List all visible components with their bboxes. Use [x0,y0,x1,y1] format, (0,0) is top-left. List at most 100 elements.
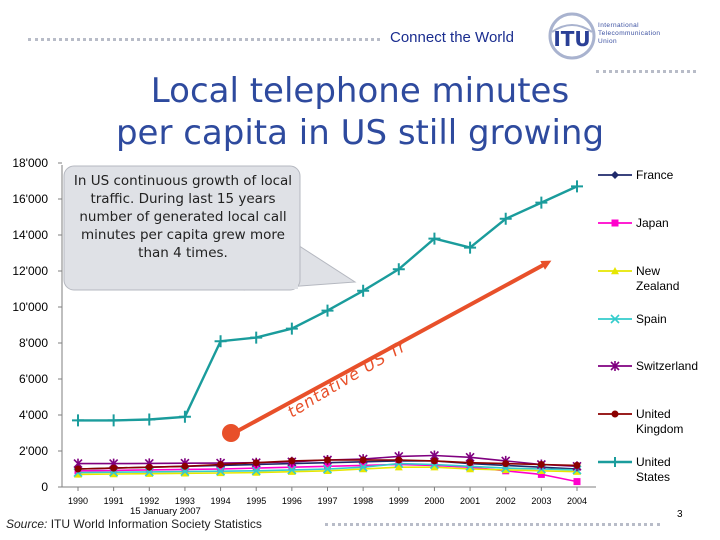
logo-globe-ring [548,12,596,60]
data-point-spain [287,465,297,475]
data-point-united-states [499,212,512,225]
callout-pointer-cover [246,272,298,289]
x-tick-label: 1998 [353,496,373,506]
data-point-new-zealand [180,469,189,477]
data-point-united-kingdom [359,456,367,464]
data-point-new-zealand [109,470,118,478]
legend-marker-japan [611,219,619,227]
x-tick-label: 1997 [317,496,337,506]
footer-date: 15 January 2007 [130,506,201,517]
source-note: Source: ITU World Information Society St… [6,517,262,531]
data-point-new-zealand [216,468,225,477]
data-point-united-kingdom [217,461,225,468]
legend-label-new-zealand: New Zealand [636,264,680,293]
y-tick-label: 0 [41,480,48,494]
itu-logo: ITU [548,12,596,60]
header-divider-right [596,70,696,73]
data-point-united-states [107,414,120,427]
data-point-united-states [72,414,84,427]
line-chart: 0 2'000 4'000 6'000 8'000 10'000 12'000 14'000 1… [0,150,632,506]
data-point-united-states [250,331,263,344]
legend-label-france: France [636,168,674,182]
logo-mark: ITU [553,27,590,51]
data-point-united-states [285,322,298,335]
callout-bubble [63,165,357,291]
x-tick-label: 1999 [389,496,409,506]
data-point-spain [180,466,190,477]
data-point-united-states [321,304,334,317]
data-point-united-states [357,284,370,297]
data-point-united-kingdom [466,459,474,467]
data-point-new-zealand [74,470,82,478]
legend-marker-united-kingdom [611,410,619,418]
x-axis-ticks: 1990 1991 1992 1993 1994 1995 1996 1997 1998 1999… [68,487,587,506]
legend-label-switzerland: Switzerland [636,359,699,373]
data-point-united-states [464,241,477,254]
legend-marker-switzerland [610,361,620,371]
data-point-new-zealand [323,466,332,474]
legend-marker-new-zealand [611,267,619,275]
legend-marker-france [611,171,619,179]
data-point-new-zealand [466,465,475,473]
data-point-united-kingdom [395,456,403,464]
data-point-united-kingdom [573,461,581,469]
data-point-united-states [392,263,405,276]
data-point-spain [358,462,368,472]
data-point-japan [324,462,331,470]
data-point-new-zealand [287,467,296,475]
x-tick-label: 1993 [175,496,195,506]
series-united-states [72,180,583,427]
trend-arrow-line [231,260,552,436]
legend-label-spain: Spain [636,312,667,326]
slide-title-line1: Local telephone minutes [150,71,570,111]
data-point-united-states [143,413,156,426]
data-point-japan [252,464,260,472]
y-tick-label: 6'000 [19,372,48,386]
x-tick-label: 1996 [282,496,302,506]
x-tick-label: 1995 [246,496,266,506]
legend-marker-spain [610,314,620,324]
data-point-japan [573,478,581,486]
series-layer [72,180,583,486]
data-point-united-kingdom [145,463,153,471]
data-point-new-zealand [501,465,510,474]
y-tick-label: 10'000 [12,300,48,314]
y-tick-label: 18'000 [12,156,48,170]
logo-globe-arc [551,24,593,33]
data-point-new-zealand [430,463,439,471]
data-point-new-zealand [252,468,261,476]
page-number: 3 [677,509,683,520]
legend-label-japan: Japan [636,216,669,230]
legend [598,171,632,467]
data-point-united-kingdom [288,457,296,465]
data-point-united-kingdom [502,460,510,468]
data-point-united-states [571,180,583,193]
data-point-new-zealand [145,469,154,477]
data-point-new-zealand [394,463,403,471]
data-point-spain [322,464,333,474]
series-united-kingdom [74,456,581,473]
x-tick-label: 1991 [104,496,124,506]
y-tick-label: 8'000 [19,336,48,350]
data-point-japan [288,463,296,471]
data-point-spain [251,466,261,476]
data-point-united-kingdom [430,457,438,465]
data-point-united-kingdom [252,459,260,467]
data-point-spain [216,466,226,476]
y-tick-label: 4'000 [19,408,48,422]
logo-text: International Telecommunication Union [598,22,660,46]
y-tick-label: 12'000 [12,264,48,278]
data-point-united-kingdom [74,465,82,473]
y-tick-label: 16'000 [12,192,48,206]
x-tick-label: 2001 [460,496,480,506]
x-tick-label: 2002 [496,496,516,506]
logo-text-line: International [598,22,639,29]
slide-title-line2: per capita in US still growing [115,113,605,153]
legend-marker-united-states [610,457,620,467]
data-point-united-states [214,335,227,348]
callout-text: In US continuous growth of local traffic… [73,173,293,261]
tagline: Connect the World [390,29,514,46]
data-point-united-states [178,410,191,423]
slide-title: Local telephone minutes per capita in US… [0,70,720,154]
x-tick-label: 2003 [531,496,551,506]
